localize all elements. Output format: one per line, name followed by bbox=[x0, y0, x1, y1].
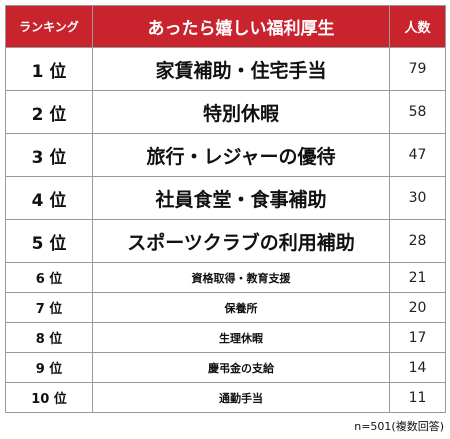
count-value: 11 bbox=[389, 382, 446, 413]
count-value: 58 bbox=[389, 90, 446, 134]
benefit-label: 保養所 bbox=[92, 292, 390, 323]
benefit-label: 通勤手当 bbox=[92, 382, 390, 413]
table-row: 10 位通勤手当 11 bbox=[5, 382, 446, 413]
ranking-body: 1 位家賃補助・住宅手当 79 2 位特別休暇 58 3 位旅行・レジャーの優待 47 4 … bbox=[5, 47, 446, 413]
benefit-label: スポーツクラブの利用補助 bbox=[92, 219, 390, 263]
rank-label: 3 位 bbox=[5, 133, 93, 177]
table-row: 8 位生理休暇 17 bbox=[5, 322, 446, 353]
rank-label: 9 位 bbox=[5, 352, 93, 383]
table-row: 1 位家賃補助・住宅手当 79 bbox=[5, 47, 446, 91]
table-row: 7 位保養所 20 bbox=[5, 292, 446, 323]
count-value: 21 bbox=[389, 262, 446, 293]
header-row: ランキング あったら嬉しい福利厚生 人数 bbox=[5, 5, 446, 48]
table-row: 2 位特別休暇 58 bbox=[5, 90, 446, 134]
table-row: 6 位資格取得・教育支援 21 bbox=[5, 262, 446, 293]
benefit-label: 生理休暇 bbox=[92, 322, 390, 353]
benefit-label: 家賃補助・住宅手当 bbox=[92, 47, 390, 91]
count-value: 79 bbox=[389, 47, 446, 91]
rank-label: 7 位 bbox=[5, 292, 93, 323]
count-value: 14 bbox=[389, 352, 446, 383]
header-ranking: ランキング bbox=[5, 5, 93, 48]
rank-label: 8 位 bbox=[5, 322, 93, 353]
header-benefit: あったら嬉しい福利厚生 bbox=[92, 5, 390, 48]
sample-note: n=501(複数回答) bbox=[354, 420, 444, 433]
benefit-label: 慶弔金の支給 bbox=[92, 352, 390, 383]
rank-label: 10 位 bbox=[5, 382, 93, 413]
rank-label: 2 位 bbox=[5, 90, 93, 134]
rank-label: 5 位 bbox=[5, 219, 93, 263]
rank-label: 1 位 bbox=[5, 47, 93, 91]
rank-label: 6 位 bbox=[5, 262, 93, 293]
benefit-label: 特別休暇 bbox=[92, 90, 390, 134]
count-value: 20 bbox=[389, 292, 446, 323]
table-row: 4 位社員食堂・食事補助 30 bbox=[5, 176, 446, 220]
table-row: 9 位慶弔金の支給 14 bbox=[5, 352, 446, 383]
table-row: 5 位スポーツクラブの利用補助 28 bbox=[5, 219, 446, 263]
header-count: 人数 bbox=[389, 5, 446, 48]
rank-label: 4 位 bbox=[5, 176, 93, 220]
count-value: 30 bbox=[389, 176, 446, 220]
benefit-label: 旅行・レジャーの優待 bbox=[92, 133, 390, 177]
table-row: 3 位旅行・レジャーの優待 47 bbox=[5, 133, 446, 177]
ranking-table: ランキング あったら嬉しい福利厚生 人数 1 位家賃補助・住宅手当 79 2 位特別… bbox=[5, 5, 446, 413]
count-value: 17 bbox=[389, 322, 446, 353]
benefit-label: 資格取得・教育支援 bbox=[92, 262, 390, 293]
benefit-label: 社員食堂・食事補助 bbox=[92, 176, 390, 220]
count-value: 47 bbox=[389, 133, 446, 177]
count-value: 28 bbox=[389, 219, 446, 263]
